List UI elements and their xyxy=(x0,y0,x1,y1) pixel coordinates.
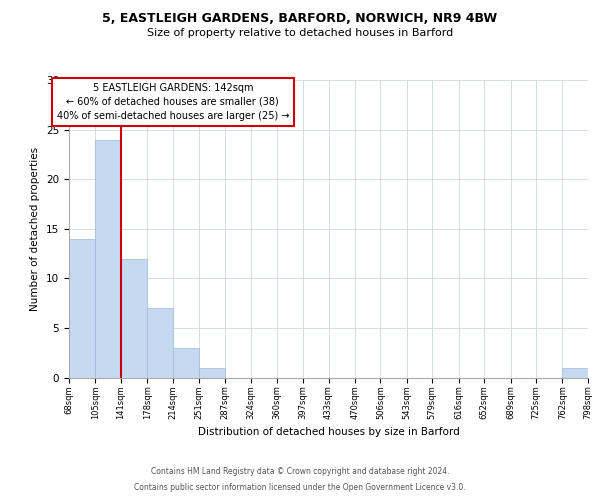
Text: 5 EASTLEIGH GARDENS: 142sqm
← 60% of detached houses are smaller (38)
40% of sem: 5 EASTLEIGH GARDENS: 142sqm ← 60% of det… xyxy=(56,83,289,121)
Bar xyxy=(121,258,147,378)
X-axis label: Distribution of detached houses by size in Barford: Distribution of detached houses by size … xyxy=(197,428,460,438)
Text: Contains public sector information licensed under the Open Government Licence v3: Contains public sector information licen… xyxy=(134,484,466,492)
Bar xyxy=(562,368,588,378)
Bar xyxy=(173,348,199,378)
Y-axis label: Number of detached properties: Number of detached properties xyxy=(31,146,40,311)
Bar xyxy=(69,238,95,378)
Text: Contains HM Land Registry data © Crown copyright and database right 2024.: Contains HM Land Registry data © Crown c… xyxy=(151,467,449,476)
Text: 5, EASTLEIGH GARDENS, BARFORD, NORWICH, NR9 4BW: 5, EASTLEIGH GARDENS, BARFORD, NORWICH, … xyxy=(103,12,497,26)
Bar xyxy=(147,308,173,378)
Text: Size of property relative to detached houses in Barford: Size of property relative to detached ho… xyxy=(147,28,453,38)
Bar xyxy=(95,140,121,378)
Bar xyxy=(199,368,224,378)
